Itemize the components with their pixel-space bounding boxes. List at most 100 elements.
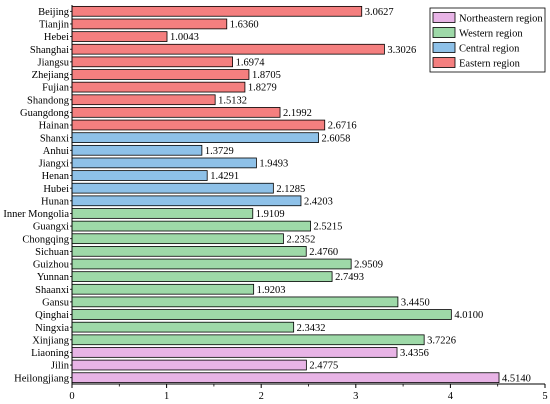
value-label-tianjin: 1.6360: [230, 20, 259, 31]
value-label-sichuan: 2.4760: [309, 247, 338, 258]
category-label-liaoning: Liaoning: [31, 348, 70, 359]
category-label-hebei: Hebei: [44, 32, 69, 43]
bar-fujian: [71, 81, 246, 93]
bar-inner-mongolia: [71, 208, 254, 219]
category-label-henan: Henan: [42, 171, 70, 182]
legend-label-central-region: Central region: [459, 44, 520, 55]
x-tick-label-1: 1: [164, 391, 169, 402]
value-label-qinghai: 4.0100: [454, 310, 483, 321]
legend-swatch-central-region: [432, 42, 456, 53]
category-label-jiangxi: Jiangxi: [39, 159, 69, 170]
x-tick-label-0: 0: [69, 391, 74, 402]
value-label-jiangsu: 1.6974: [236, 57, 266, 68]
value-label-gansu: 3.4450: [401, 297, 430, 308]
bar-shandong: [71, 94, 216, 106]
bar-hunan: [71, 195, 302, 207]
legend: Northeastern region Western region Central…: [429, 7, 546, 73]
bars-group: [71, 5, 500, 384]
category-label-hainan: Hainan: [39, 121, 70, 132]
category-label-sichuan: Sichuan: [35, 247, 70, 258]
category-label-jilin: Jilin: [51, 361, 70, 372]
x-ticks-group: 0 1 2 3 4 5: [69, 384, 548, 402]
bar-guangdong: [71, 107, 281, 118]
value-label-anhui: 1.3729: [205, 146, 234, 157]
category-label-guizhou: Guizhou: [33, 260, 70, 271]
value-label-guangdong: 2.1992: [283, 108, 312, 119]
bar-guangxi: [71, 220, 311, 232]
value-labels-group: 3.0627 1.6360 1.0043 3.3026 1.6974 1.8705 1.82…: [170, 7, 531, 384]
x-tick-label-5: 5: [542, 391, 547, 402]
bar-shaanxi: [71, 283, 255, 295]
x-tick-label-4: 4: [448, 391, 454, 402]
category-label-xinjiang: Xinjiang: [32, 335, 69, 346]
bar-liaoning: [71, 347, 398, 358]
value-label-ningxia: 2.3432: [297, 323, 326, 334]
legend-swatch-western-region: [432, 27, 456, 38]
category-label-beijing: Beijing: [38, 7, 70, 18]
value-label-xinjiang: 3.7226: [427, 335, 456, 346]
bar-gansu: [71, 296, 399, 308]
bar-anhui: [71, 144, 203, 156]
category-label-jiangsu: Jiangsu: [38, 57, 70, 68]
value-label-guangxi: 2.5215: [314, 222, 343, 233]
category-label-shanghai: Shanghai: [30, 45, 69, 56]
value-label-jiangxi: 1.9493: [259, 159, 288, 170]
legend-swatch-northeastern-region: [432, 12, 456, 23]
bar-hubei: [71, 182, 274, 194]
category-label-gansu: Gansu: [42, 297, 70, 308]
category-label-fujian: Fujian: [42, 83, 70, 94]
legend-swatch-eastern-region: [432, 57, 456, 68]
category-label-heilongjiang: Heilongjiang: [14, 373, 70, 384]
category-label-hunan: Hunan: [41, 196, 70, 207]
bar-guizhou: [71, 258, 352, 270]
bar-hainan: [71, 119, 326, 131]
category-label-chongqing: Chongqing: [22, 234, 69, 245]
bar-hebei: [71, 31, 168, 42]
bar-yunnan: [71, 271, 333, 282]
category-label-hubei: Hubei: [43, 184, 69, 195]
bar-jiangxi: [71, 157, 257, 169]
category-label-ningxia: Ningxia: [35, 323, 69, 334]
value-label-shanghai: 3.3026: [387, 45, 416, 56]
legend-label-eastern-region: Eastern region: [459, 59, 521, 70]
x-tick-label-2: 2: [259, 391, 264, 402]
value-label-inner-mongolia: 1.9109: [256, 209, 285, 220]
bar-jiangsu: [71, 56, 233, 68]
category-label-inner-mongolia: Inner Mongolia: [3, 209, 69, 220]
value-label-henan: 1.4291: [210, 171, 239, 182]
bar-sichuan: [71, 246, 307, 257]
value-label-chongqing: 2.2352: [286, 234, 315, 245]
value-label-beijing: 3.0627: [365, 7, 394, 18]
bar-shanxi: [71, 132, 319, 143]
bar-chongqing: [71, 233, 284, 245]
value-label-yunnan: 2.7493: [335, 272, 364, 283]
value-label-fujian: 1.8279: [248, 83, 277, 94]
category-label-zhejiang: Zhejiang: [32, 70, 70, 81]
category-label-qinghai: Qinghai: [35, 310, 69, 321]
category-label-shanxi: Shanxi: [40, 133, 69, 144]
value-label-liaoning: 3.4356: [400, 348, 429, 359]
bar-henan: [71, 170, 208, 181]
category-label-shaanxi: Shaanxi: [35, 285, 69, 296]
value-label-shanxi: 2.6058: [322, 133, 351, 144]
category-label-shandong: Shandong: [27, 95, 70, 106]
bar-heilongjiang: [71, 372, 500, 384]
value-label-jilin: 2.4775: [309, 361, 338, 372]
category-label-guangxi: Guangxi: [33, 222, 69, 233]
category-label-tianjin: Tianjin: [39, 20, 70, 31]
value-label-shaanxi: 1.9203: [257, 285, 286, 296]
bar-xinjiang: [71, 334, 425, 346]
value-label-guizhou: 2.9509: [354, 260, 383, 271]
value-label-zhejiang: 1.8705: [252, 70, 281, 81]
value-label-hebei: 1.0043: [170, 32, 199, 43]
bar-beijing: [71, 5, 363, 17]
category-label-anhui: Anhui: [43, 146, 69, 157]
bar-shanghai: [71, 43, 385, 55]
bar-qinghai: [71, 309, 452, 320]
value-label-hainan: 2.6716: [328, 121, 357, 132]
value-label-shandong: 1.5132: [218, 95, 247, 106]
value-label-hubei: 2.1285: [276, 184, 305, 195]
bar-zhejiang: [71, 69, 250, 80]
